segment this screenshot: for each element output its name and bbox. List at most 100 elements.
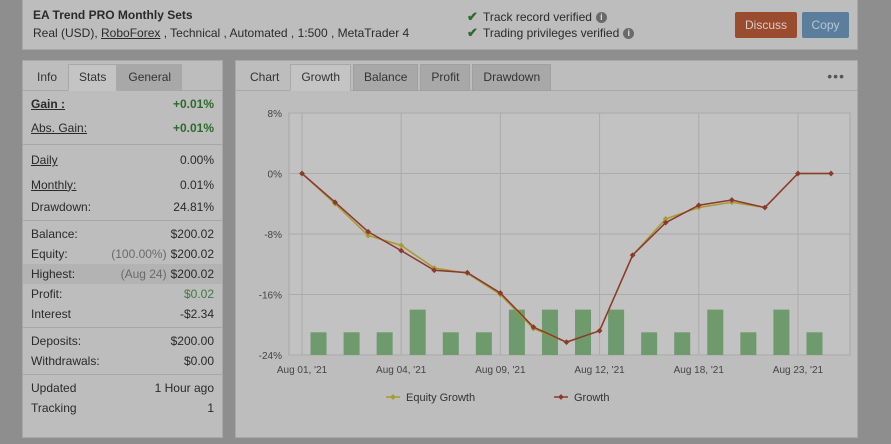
y-tick-label: -16% xyxy=(259,291,282,302)
data-point xyxy=(828,170,834,177)
bar xyxy=(608,309,625,355)
x-tick-label: Aug 12, '21 xyxy=(574,365,625,376)
bar xyxy=(310,332,327,355)
system-title: EA Trend PRO Monthly Sets xyxy=(33,8,193,22)
legend-marker xyxy=(558,394,564,400)
interest-label: Interest xyxy=(31,307,72,321)
tab-general[interactable]: General xyxy=(117,64,183,91)
gain-value: +0.01% xyxy=(172,97,214,111)
monthly-label[interactable]: Monthly: xyxy=(31,177,77,192)
data-point xyxy=(662,216,669,222)
data-point xyxy=(762,204,768,211)
bar xyxy=(508,309,525,355)
discuss-button[interactable]: Discuss xyxy=(735,12,797,38)
bar xyxy=(707,309,724,355)
updated-row: Updated 1 Hour ago xyxy=(31,378,214,398)
bar xyxy=(442,332,459,355)
system-subtitle: Real (USD), RoboForex , Technical , Auto… xyxy=(33,26,409,40)
tab-balance[interactable]: Balance xyxy=(353,64,419,91)
balance-row: Balance: $200.02 xyxy=(31,224,214,244)
bar xyxy=(773,309,790,355)
data-point xyxy=(431,267,438,274)
bar xyxy=(343,332,360,355)
updated-label: Updated xyxy=(31,381,77,395)
data-point xyxy=(629,252,636,259)
check-icon: ✔ xyxy=(467,9,478,24)
withdrawals-row: Withdrawals: $0.00 xyxy=(31,351,214,371)
bar xyxy=(806,332,823,355)
highest-date: (Aug 24) xyxy=(120,267,167,281)
highest-label: Highest: xyxy=(31,267,76,281)
trading-privileges-verified: ✔ Trading privileges verified i xyxy=(467,25,635,41)
stats-panel: Info Stats General Gain : +0.01% Abs. Ga… xyxy=(22,60,223,438)
broker-link[interactable]: RoboForex xyxy=(101,26,161,40)
balance-label: Balance: xyxy=(31,227,78,241)
withdrawals-value: $0.00 xyxy=(183,354,214,368)
legend-label: Growth xyxy=(574,392,609,404)
y-tick-label: 0% xyxy=(268,170,283,181)
track-record-label: Track record verified xyxy=(483,10,592,24)
daily-label[interactable]: Daily xyxy=(31,153,58,167)
balance-value: $200.02 xyxy=(170,227,214,241)
gain-label[interactable]: Gain : xyxy=(31,97,66,111)
account-type: Real (USD), xyxy=(33,26,102,40)
withdrawals-label: Withdrawals: xyxy=(31,354,100,368)
monthly-value: 0.01% xyxy=(179,177,214,192)
data-point xyxy=(662,219,669,226)
chart-tabs: Chart Growth Balance Profit Drawdown xyxy=(236,61,857,91)
y-tick-label: 8% xyxy=(268,109,283,120)
tab-growth[interactable]: Growth xyxy=(290,64,352,91)
tracking-value: 1 xyxy=(207,401,214,415)
abs-gain-value: +0.01% xyxy=(172,120,214,135)
info-icon[interactable]: i xyxy=(595,11,607,23)
bar xyxy=(541,309,558,355)
y-tick-label: -8% xyxy=(264,230,282,241)
more-options-icon[interactable]: ••• xyxy=(827,68,845,84)
data-point xyxy=(563,339,570,345)
interest-row: Interest -$2.34 xyxy=(31,304,214,324)
bar xyxy=(740,332,757,355)
abs-gain-label[interactable]: Abs. Gain: xyxy=(31,120,88,135)
equity-value: $200.02 xyxy=(170,247,214,261)
system-details: , Technical , Automated , 1:500 , MetaTr… xyxy=(160,26,410,40)
info-icon[interactable]: i xyxy=(623,27,635,39)
data-point xyxy=(530,324,537,330)
deposits-label: Deposits: xyxy=(31,334,82,348)
tab-chart[interactable]: Chart xyxy=(250,70,280,84)
profit-value: $0.02 xyxy=(183,287,214,301)
tracking-row: Tracking 1 xyxy=(31,398,214,418)
data-point xyxy=(695,202,702,209)
x-tick-label: Aug 09, '21 xyxy=(475,365,526,376)
equity-label: Equity: xyxy=(31,247,68,261)
tab-profit[interactable]: Profit xyxy=(420,64,471,91)
growth-chart: 8% 0% -8% -16% -24% Aug 01, '21 Aug 04, '21 Aug… xyxy=(259,109,851,404)
drawdown-row: Drawdown: 24.81% xyxy=(31,197,214,217)
monthly-row: Monthly: 0.01% xyxy=(31,172,214,197)
tab-stats[interactable]: Stats xyxy=(68,64,118,91)
deposits-value: $200.00 xyxy=(170,334,214,348)
x-tick-label: Aug 04, '21 xyxy=(376,365,427,376)
gain-row: Gain : +0.01% xyxy=(31,94,214,114)
highest-value: $200.02 xyxy=(170,267,214,281)
x-tick-label: Aug 18, '21 xyxy=(674,365,725,376)
bar xyxy=(674,332,691,355)
check-icon: ✔ xyxy=(467,25,478,40)
interest-value: -$2.34 xyxy=(179,307,214,321)
tab-drawdown[interactable]: Drawdown xyxy=(472,64,552,91)
stats-tabs: Info Stats General xyxy=(23,61,222,91)
profit-row: Profit: $0.02 xyxy=(31,284,214,304)
data-point xyxy=(728,197,735,203)
data-point xyxy=(497,290,504,296)
trading-privileges-label: Trading privileges verified xyxy=(483,26,620,40)
tab-info[interactable]: Info xyxy=(37,70,58,84)
data-point xyxy=(398,247,405,254)
bar xyxy=(376,332,393,355)
bar xyxy=(409,309,426,355)
profit-label: Profit: xyxy=(31,287,63,301)
bar xyxy=(475,332,492,355)
drawdown-value: 24.81% xyxy=(173,200,214,214)
track-record-verified: ✔ Track record verified i xyxy=(467,9,607,25)
equity-percent: (100.00%) xyxy=(111,247,167,261)
copy-button[interactable]: Copy xyxy=(802,12,849,38)
highest-row: Highest: (Aug 24) $200.02 xyxy=(23,264,222,284)
